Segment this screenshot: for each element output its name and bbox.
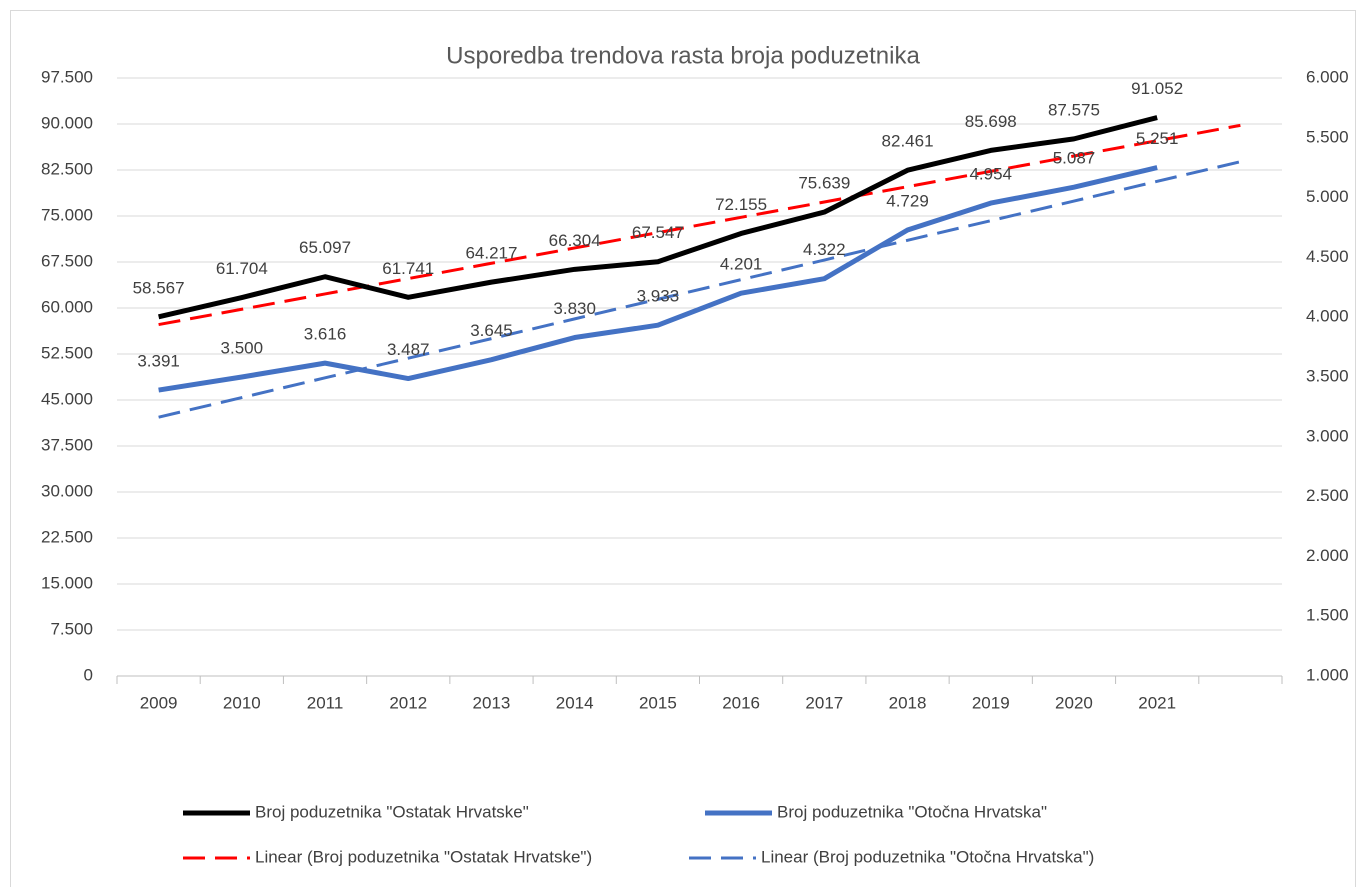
y-tick-label: 30.000 [41, 481, 93, 500]
data-label: 67.547 [632, 223, 684, 242]
data-label: 58.567 [133, 278, 185, 297]
y2-tick-label: 2.000 [1306, 546, 1349, 565]
y-tick-label: 37.500 [41, 435, 93, 454]
data-label: 3.500 [221, 338, 264, 357]
data-label: 85.698 [965, 112, 1017, 131]
legend-label: Linear (Broj poduzetnika "Ostatak Hrvats… [255, 847, 592, 866]
data-label: 87.575 [1048, 100, 1100, 119]
data-label: 4.322 [803, 240, 846, 259]
y-tick-label: 45.000 [41, 389, 93, 408]
x-tick-label: 2014 [556, 693, 594, 712]
y-tick-label: 82.500 [41, 159, 93, 178]
y-tick-label: 97.500 [41, 67, 93, 86]
data-label: 61.741 [382, 259, 434, 278]
trend-line [158, 160, 1241, 419]
x-tick-label: 2015 [639, 693, 677, 712]
y-tick-label: 22.500 [41, 527, 93, 546]
x-tick-label: 2021 [1138, 693, 1176, 712]
data-label: 4.954 [969, 165, 1012, 184]
x-tick-label: 2019 [972, 693, 1010, 712]
data-label: 3.616 [304, 325, 347, 344]
y2-tick-label: 2.500 [1306, 486, 1349, 505]
x-tick-label: 2010 [223, 693, 261, 712]
y-tick-label: 0 [84, 665, 93, 684]
chart-title: Usporedba trendova rasta broja poduzetni… [446, 42, 920, 69]
data-label: 75.639 [798, 174, 850, 193]
y-tick-label: 52.500 [41, 343, 93, 362]
data-label: 91.052 [1131, 79, 1183, 98]
data-label: 5.251 [1136, 129, 1179, 148]
data-label: 3.830 [553, 299, 596, 318]
chart-frame [10, 10, 1356, 892]
y2-tick-label: 5.500 [1306, 127, 1349, 146]
x-tick-label: 2013 [473, 693, 511, 712]
data-label: 3.391 [137, 352, 180, 371]
y2-tick-label: 3.500 [1306, 366, 1349, 385]
data-label: 3.645 [470, 321, 513, 340]
x-tick-label: 2011 [307, 693, 344, 712]
legend-label: Linear (Broj poduzetnika "Otočna Hrvatsk… [761, 847, 1094, 866]
y-tick-label: 75.000 [41, 205, 93, 224]
y2-tick-label: 4.000 [1306, 307, 1349, 326]
data-label: 3.933 [637, 287, 680, 306]
x-tick-label: 2017 [805, 693, 843, 712]
trend-line [158, 123, 1241, 327]
data-label: 65.097 [299, 238, 351, 257]
x-tick-label: 2009 [140, 693, 178, 712]
x-tick-label: 2020 [1055, 693, 1093, 712]
x-tick-label: 2012 [389, 693, 427, 712]
y-tick-label: 60.000 [41, 297, 93, 316]
data-label: 66.304 [549, 231, 601, 250]
data-label: 64.217 [465, 244, 517, 263]
y2-tick-label: 1.500 [1306, 606, 1349, 625]
y2-tick-label: 3.000 [1306, 426, 1349, 445]
y-tick-label: 15.000 [41, 573, 93, 592]
data-label: 5.087 [1053, 149, 1096, 168]
series-line [158, 115, 1158, 320]
y-tick-label: 90.000 [41, 113, 93, 132]
x-tick-label: 2018 [889, 693, 927, 712]
data-label: 3.487 [387, 340, 430, 359]
x-tick-label: 2016 [722, 693, 760, 712]
data-label: 4.729 [886, 191, 929, 210]
data-label: 82.461 [882, 132, 934, 151]
data-label: 72.155 [715, 195, 767, 214]
y-tick-label: 67.500 [41, 251, 93, 270]
series-line [158, 165, 1158, 393]
legend-label: Broj poduzetnika "Ostatak Hrvatske" [255, 802, 529, 821]
y2-tick-label: 6.000 [1306, 67, 1349, 86]
data-label: 4.201 [720, 255, 763, 274]
legend-label: Broj poduzetnika "Otočna Hrvatska" [777, 802, 1047, 821]
y-tick-label: 7.500 [50, 619, 93, 638]
y2-tick-label: 5.000 [1306, 187, 1349, 206]
y2-tick-label: 1.000 [1306, 665, 1349, 684]
y2-tick-label: 4.500 [1306, 247, 1349, 266]
data-label: 61.704 [216, 259, 268, 278]
